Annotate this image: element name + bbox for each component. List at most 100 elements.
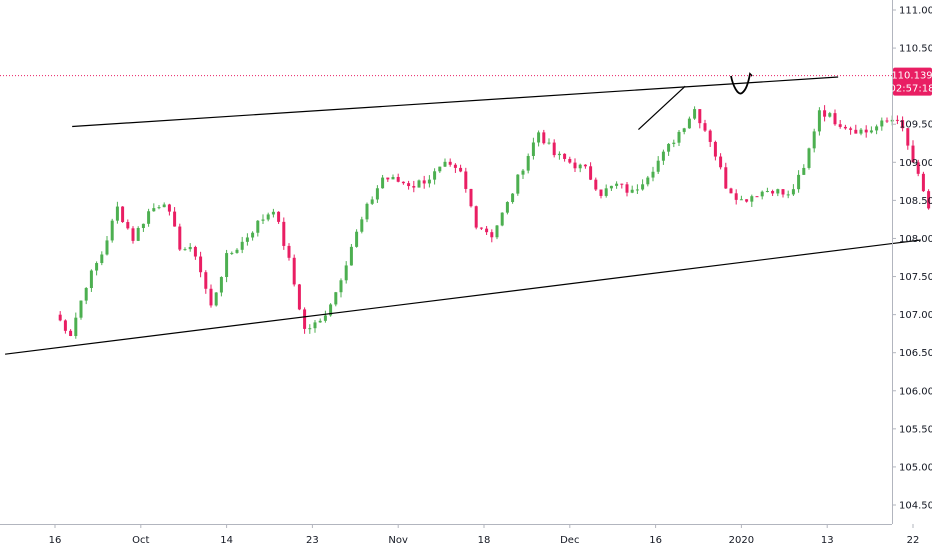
candle-body <box>682 128 686 132</box>
candle-body <box>427 179 431 184</box>
candle-body <box>843 126 847 129</box>
candle-body <box>719 156 723 168</box>
candle-body <box>667 143 671 152</box>
trendline-short-term-support[interactable] <box>638 85 686 131</box>
candle-body <box>573 162 577 169</box>
candle-body <box>745 199 749 202</box>
x-tick-label: Nov <box>388 535 408 546</box>
candle-body <box>490 232 494 238</box>
candle-body <box>136 228 140 241</box>
candle-body <box>708 130 712 142</box>
y-tick-label: 111.000 <box>899 6 932 17</box>
candle-body <box>583 164 587 167</box>
candle-body <box>308 328 312 330</box>
candle-body <box>698 109 702 124</box>
x-tick-label: 13 <box>821 535 834 546</box>
candle-body <box>859 129 863 134</box>
price-tag-background <box>893 67 932 96</box>
x-tick-label: 14 <box>220 535 233 546</box>
trendlines-layer <box>5 76 921 355</box>
candle-body <box>656 160 660 172</box>
candle-body <box>542 132 546 144</box>
candle-body <box>875 126 879 131</box>
candle-body <box>516 174 520 194</box>
candle-body <box>609 185 613 189</box>
candle-body <box>911 145 915 163</box>
price-tag-countdown: 02:57:18 <box>890 84 932 95</box>
candle-body <box>713 141 717 157</box>
candle-body <box>495 225 499 238</box>
candle-body <box>438 166 442 172</box>
candle-body <box>791 189 795 195</box>
candle-body <box>604 188 608 196</box>
candle-body <box>849 128 853 130</box>
trendline-upper[interactable] <box>72 76 839 128</box>
candle-body <box>474 206 478 228</box>
candle-body <box>594 179 598 190</box>
candle-body <box>537 132 541 143</box>
candle-body <box>620 183 624 185</box>
candle-body <box>464 171 468 189</box>
candle-body <box>880 120 884 127</box>
candle-body <box>505 202 509 213</box>
x-tick-label: 16 <box>49 535 62 546</box>
candle-body <box>386 177 390 180</box>
candle-body <box>173 211 177 227</box>
candle-body <box>214 292 218 306</box>
candle-body <box>126 222 130 229</box>
candle-body <box>183 249 187 251</box>
time-axis[interactable]: 16Oct1423Nov18Dec1620201322Feb <box>49 524 932 546</box>
candle-body <box>313 322 317 329</box>
candle-body <box>131 228 135 241</box>
y-tick-label: 108.500 <box>899 196 932 207</box>
y-tick-label: 105.500 <box>899 424 932 435</box>
candle-body <box>79 300 83 318</box>
candle-body <box>786 194 790 196</box>
candle-body <box>58 314 62 321</box>
candle-body <box>781 189 785 195</box>
candle-body <box>266 214 270 220</box>
candle-body <box>199 256 203 273</box>
candle-body <box>407 183 411 187</box>
candle-body <box>230 252 234 254</box>
y-tick-label: 106.000 <box>899 386 932 397</box>
candle-body <box>812 131 816 149</box>
candle-body <box>630 189 634 193</box>
candle-body <box>864 129 868 133</box>
candle-body <box>677 131 681 143</box>
x-tick-label: 22 <box>907 535 920 546</box>
candle-body <box>422 180 426 184</box>
y-tick-label: 110.500 <box>899 44 932 55</box>
candle-body <box>261 219 265 221</box>
candle-body <box>152 208 156 212</box>
candle-body <box>329 304 333 316</box>
candle-body <box>334 292 338 305</box>
candle-body <box>906 128 910 146</box>
candle-body <box>734 193 738 200</box>
candle-body <box>547 142 551 144</box>
candle-body <box>69 330 73 336</box>
candle-body <box>651 171 655 178</box>
candle-body <box>292 257 296 285</box>
candle-body <box>927 191 931 209</box>
candle-body <box>297 284 301 310</box>
candle-body <box>823 110 827 117</box>
candle-body <box>277 211 281 222</box>
candle-body <box>141 223 145 229</box>
candle-body <box>485 228 489 233</box>
y-tick-label: 109.000 <box>899 158 932 169</box>
x-tick-label: 18 <box>478 535 491 546</box>
x-tick-label: 2020 <box>729 535 754 546</box>
candle-body <box>838 124 842 127</box>
candle-body <box>417 180 421 188</box>
candle-body <box>375 188 379 200</box>
candle-body <box>557 153 561 156</box>
candle-body <box>817 110 821 132</box>
trendline-lower[interactable] <box>5 239 921 355</box>
candle-body <box>89 270 93 289</box>
x-tick-label: Dec <box>560 535 579 546</box>
price-tag-value: 110.139 <box>891 71 932 82</box>
candle-body <box>412 186 416 188</box>
candle-body <box>635 189 639 191</box>
